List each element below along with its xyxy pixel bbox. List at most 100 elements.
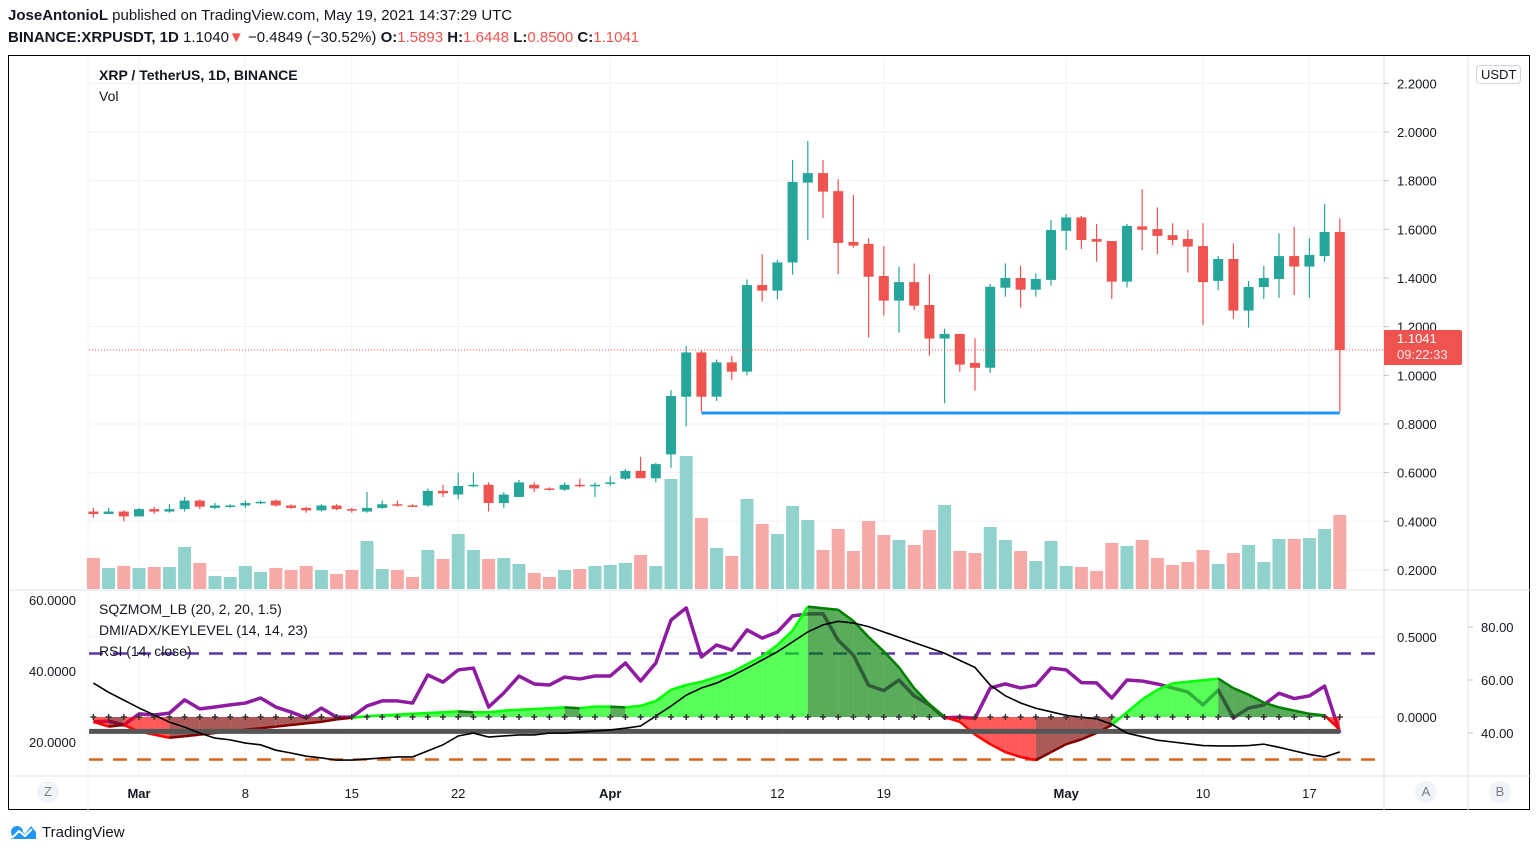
squeeze-dot (485, 714, 492, 720)
squeeze-dot (972, 714, 978, 720)
squeeze-dot (105, 714, 112, 720)
squeeze-dot (683, 714, 690, 720)
candle-body (346, 509, 357, 511)
candle-body (726, 362, 737, 372)
squeeze-dot (865, 714, 872, 720)
sqzmom-area (762, 645, 778, 717)
sqzmom-area (123, 717, 139, 732)
volume-bar (360, 541, 374, 589)
volume-bar (603, 565, 617, 589)
candle-body (1243, 286, 1254, 311)
main-series-legend[interactable]: XRP / TetherUS, 1D, BINANCE (99, 67, 298, 83)
volume-bar (953, 551, 967, 589)
volume-bar (938, 505, 952, 589)
volume-bar (527, 573, 541, 589)
sqzmom-edge (412, 711, 428, 716)
candle-body (1228, 259, 1239, 311)
sqzmom-area (564, 707, 580, 717)
candle-body (514, 482, 524, 497)
volume-bar (132, 568, 146, 589)
currency-badge[interactable]: USDT (1476, 65, 1522, 84)
squeeze-dot (546, 714, 553, 720)
sqzmom-edge (321, 718, 337, 724)
volume-bar (725, 556, 739, 589)
volume-bar (1181, 562, 1195, 589)
low-label: L: (513, 29, 528, 46)
sqzmom-area (883, 651, 899, 717)
volume-bar (801, 520, 815, 589)
volume-bar (1014, 551, 1028, 589)
sqzmom-area (853, 621, 869, 717)
squeeze-dot (1260, 714, 1267, 720)
publish-info: JoseAntonioL published on TradingView.co… (8, 7, 512, 24)
squeeze-dot (789, 714, 796, 720)
volume-bar (1226, 553, 1240, 589)
candle-body (666, 395, 676, 455)
author-name[interactable]: JoseAntonioL (8, 7, 108, 24)
sqzmom-edge (640, 699, 657, 707)
volume-bar (542, 577, 556, 589)
volume-bar (223, 577, 237, 589)
volume-bar (482, 559, 496, 589)
tradingview-logo[interactable]: TradingView (8, 822, 125, 842)
rsi-legend[interactable]: RSI (14, close) (99, 643, 192, 659)
candle-body (498, 494, 509, 504)
squeeze-dot (242, 714, 249, 720)
last-price: 1.1040 (183, 29, 229, 46)
squeeze-dot (637, 714, 644, 720)
volume-bar (634, 555, 648, 589)
candle-body (1213, 259, 1224, 281)
symbol-info: BINANCE:XRPUSDT, 1D 1.1040▼ −0.4849 (−30… (8, 29, 639, 46)
squeeze-dot (1017, 714, 1024, 720)
dmi-legend[interactable]: DMI/ADX/KEYLEVEL (14, 14, 23) (99, 622, 308, 638)
zoom-button[interactable]: Z (37, 781, 59, 803)
volume-bar (497, 558, 511, 589)
candle-body (1304, 254, 1315, 267)
volume-bar (406, 577, 420, 589)
candle-body (1015, 277, 1026, 290)
symbol: BINANCE:XRPUSDT, 1D (8, 29, 179, 46)
price-tick-label: 1.8000 (1397, 174, 1437, 189)
candle-body (392, 504, 403, 506)
sqzmom-edge (897, 666, 916, 689)
price-tick-label: 1.0000 (1397, 368, 1437, 383)
candle-body (878, 276, 889, 301)
squeeze-dot (576, 714, 583, 720)
candle-body (711, 362, 722, 397)
sqzmom-area (245, 717, 261, 730)
published-text: published on TradingView.com, May 19, 20… (112, 7, 513, 24)
volume-bar (907, 545, 921, 589)
volume-bar (254, 572, 268, 589)
volume-bar (573, 569, 587, 589)
auto-scale-button[interactable]: A (1415, 781, 1437, 803)
sqzmom-area (1187, 680, 1203, 717)
sqzmom-legend[interactable]: SQZMOM_LB (20, 2, 20, 1.5) (99, 601, 282, 617)
candle-body (1334, 231, 1345, 350)
sqzmom-edge (746, 655, 763, 666)
squeeze-dot (1048, 714, 1054, 720)
squeeze-dot (1184, 714, 1191, 720)
squeeze-dot (622, 714, 629, 720)
volume-legend[interactable]: Vol (99, 88, 119, 104)
volume-bar (558, 570, 572, 589)
squeeze-dot (911, 714, 918, 720)
candle-body (483, 484, 494, 504)
scale-button-b[interactable]: B (1489, 781, 1511, 803)
volume-bar (1257, 562, 1271, 589)
volume-bar (786, 506, 800, 589)
squeeze-dot (713, 714, 720, 720)
volume-bar (1150, 558, 1164, 589)
volume-bar (375, 569, 389, 589)
candle-body (301, 507, 312, 511)
candle-body (1046, 230, 1056, 280)
dmi-axis-label: 20.0000 (29, 735, 76, 750)
squeeze-dot (1306, 714, 1313, 720)
candle-body (848, 241, 859, 246)
squeeze-dot (303, 714, 310, 720)
rsi-axis-label: 40.00 (1481, 726, 1514, 741)
sqzmom-edge (1005, 751, 1021, 759)
sqzmom-edge (701, 675, 717, 683)
volume-bar (86, 558, 100, 589)
sqzmom-edge (761, 643, 779, 658)
